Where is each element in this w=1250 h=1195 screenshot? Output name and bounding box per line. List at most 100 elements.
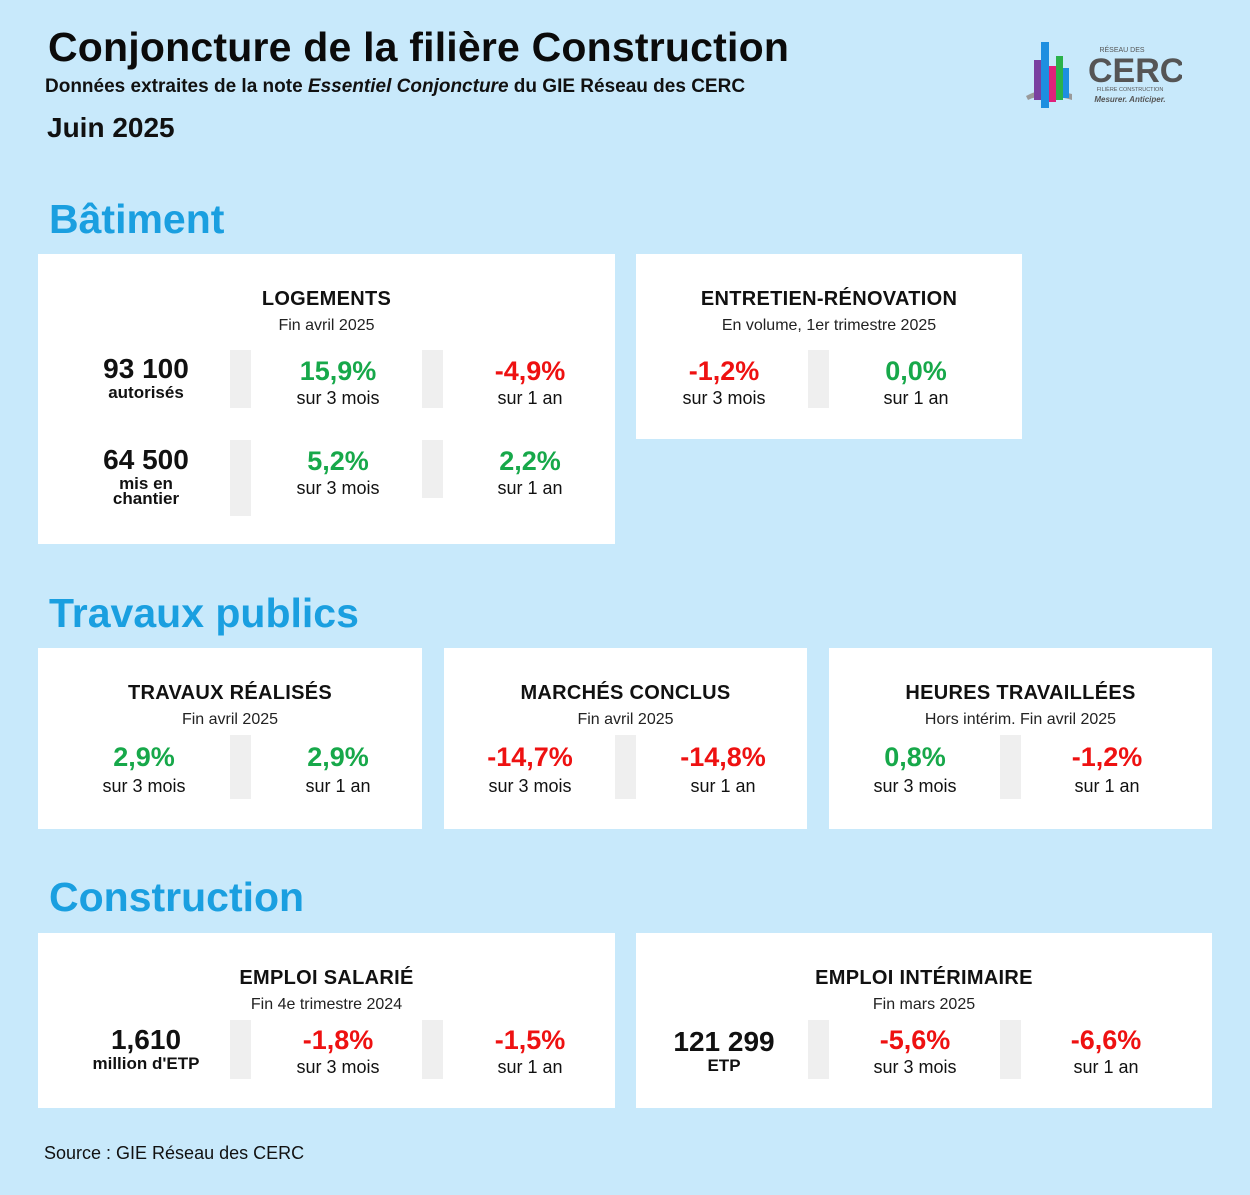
card-travaux-realises: TRAVAUX RÉALISÉS Fin avril 2025 2,9% sur… — [38, 648, 422, 829]
card-title: TRAVAUX RÉALISÉS — [127, 682, 333, 704]
section-title-travaux-publics: Travaux publics — [49, 590, 359, 636]
metric-value: -1,2% — [688, 356, 760, 386]
big-number-unit: million d'ETP — [92, 1054, 200, 1073]
metric-label: sur 1 an — [883, 388, 949, 408]
separator — [230, 1020, 251, 1079]
big-number-unit: autorisés — [108, 383, 184, 402]
metric-value: -1,5% — [494, 1025, 566, 1055]
metric-label: sur 3 mois — [873, 776, 957, 796]
separator — [808, 1020, 829, 1079]
logements-mis-en-chantier: 64 500 mis en chantier — [66, 445, 226, 511]
big-number-unit: ETP — [707, 1056, 741, 1075]
separator — [1000, 735, 1021, 799]
metric-value: 5,2% — [307, 446, 369, 476]
metric-value: 2,2% — [499, 446, 561, 476]
metric-label: sur 1 an — [1073, 1057, 1139, 1077]
card-emploi-salarie: EMPLOI SALARIÉ Fin 4e trimestre 2024 1,6… — [38, 933, 615, 1108]
card-subtitle: Fin avril 2025 — [181, 711, 279, 728]
page-title: Conjoncture de la filière Construction — [48, 24, 790, 70]
section-title-batiment: Bâtiment — [49, 196, 225, 242]
metric-value: -5,6% — [879, 1025, 951, 1055]
card-emploi-interimaire: EMPLOI INTÉRIMAIRE Fin mars 2025 121 299… — [636, 933, 1212, 1108]
logo-tagline-text: Mesurer. Anticiper. — [1094, 95, 1165, 104]
card-title: HEURES TRAVAILLÉES — [905, 682, 1136, 704]
emploi-interim-total: 121 299 ETP — [644, 1027, 804, 1075]
card-logements: LOGEMENTS Fin avril 2025 93 100 autorisé… — [38, 254, 615, 544]
cerc-logo-graphic: RÉSEAU DES CERC FILIÈRE CONSTRUCTION Mes… — [1026, 42, 1184, 108]
big-number: 1,610 — [110, 1024, 182, 1055]
metric-value: -14,8% — [680, 742, 766, 772]
metric-3-months: 15,9% sur 3 mois — [258, 356, 418, 410]
card-title: LOGEMENTS — [261, 288, 392, 310]
card-subtitle: Fin mars 2025 — [872, 996, 976, 1013]
metric-3-months: -5,6% sur 3 mois — [835, 1025, 995, 1079]
card-title: EMPLOI SALARIÉ — [239, 967, 414, 989]
separator — [230, 440, 251, 516]
card-title: ENTRETIEN-RÉNOVATION — [700, 288, 958, 310]
metric-label: sur 3 mois — [296, 1057, 380, 1077]
cerc-logo: RÉSEAU DES CERC FILIÈRE CONSTRUCTION Mes… — [1022, 38, 1184, 114]
section-title-construction: Construction — [49, 874, 305, 920]
card-title: MARCHÉS CONCLUS — [520, 682, 731, 704]
metric-1-year: 0,0% sur 1 an — [836, 356, 996, 410]
big-number-unit-line2: chantier — [112, 489, 180, 508]
metric-1-year: -4,9% sur 1 an — [450, 356, 610, 410]
big-number: 64 500 — [103, 445, 189, 475]
big-number: 93 100 — [103, 353, 189, 384]
metric-label: sur 3 mois — [102, 776, 186, 796]
metric-value: 0,0% — [885, 356, 947, 386]
metric-value: 0,8% — [884, 742, 946, 772]
metric-3-months: -1,8% sur 3 mois — [258, 1025, 418, 1079]
card-title: EMPLOI INTÉRIMAIRE — [815, 967, 1033, 989]
metric-value: 2,9% — [113, 742, 175, 772]
metric-label: sur 1 an — [1074, 776, 1140, 796]
metric-label: sur 1 an — [690, 776, 756, 796]
separator — [230, 350, 251, 408]
report-date: Juin 2025 — [47, 112, 175, 143]
metric-label: sur 1 an — [305, 776, 371, 796]
logements-autorises: 93 100 autorisés — [66, 354, 226, 402]
metric-value: -1,8% — [302, 1025, 374, 1055]
metric-3-months: 2,9% sur 3 mois — [64, 742, 224, 798]
card-subtitle: Hors intérim. Fin avril 2025 — [924, 711, 1117, 728]
metric-1-year: -1,5% sur 1 an — [450, 1025, 610, 1079]
metric-1-year: -14,8% sur 1 an — [643, 742, 803, 798]
logo-line-text: FILIÈRE CONSTRUCTION — [1097, 86, 1164, 93]
separator — [615, 735, 636, 799]
metric-value: -6,6% — [1070, 1025, 1142, 1055]
card-marches-conclus: MARCHÉS CONCLUS Fin avril 2025 -14,7% su… — [444, 648, 807, 829]
metric-3-months: 0,8% sur 3 mois — [835, 742, 995, 798]
logo-top-text: RÉSEAU DES — [1099, 45, 1144, 54]
big-number: 121 299 — [673, 1026, 775, 1057]
page-subtitle: Données extraites de la note Essentiel C… — [45, 76, 745, 98]
source-note: Source : GIE Réseau des CERC — [44, 1143, 305, 1163]
metric-label: sur 3 mois — [488, 776, 572, 796]
metric-1-year: -6,6% sur 1 an — [1026, 1025, 1186, 1079]
metric-label: sur 1 an — [497, 1057, 563, 1077]
subtitle-prefix: Données extraites de la note — [45, 76, 308, 97]
separator — [1000, 1020, 1021, 1079]
metric-value: 15,9% — [299, 356, 377, 386]
card-subtitle: Fin avril 2025 — [577, 711, 674, 728]
metric-1-year: 2,9% sur 1 an — [258, 742, 418, 798]
metric-value: -1,2% — [1071, 742, 1143, 772]
big-number-unit-line1: mis en — [119, 474, 173, 493]
logo-name-text: CERC — [1088, 52, 1182, 90]
metric-label: sur 3 mois — [682, 388, 766, 408]
card-subtitle: Fin 4e trimestre 2024 — [250, 996, 403, 1013]
separator — [230, 735, 251, 799]
metric-label: sur 3 mois — [296, 478, 380, 498]
separator — [808, 350, 829, 408]
metric-label: sur 1 an — [497, 388, 563, 408]
metric-label: sur 3 mois — [296, 388, 380, 408]
metric-value: -14,7% — [487, 742, 573, 772]
separator — [422, 1020, 443, 1079]
metric-label: sur 3 mois — [873, 1057, 957, 1077]
separator — [422, 440, 443, 498]
metric-label: sur 1 an — [497, 478, 563, 498]
card-subtitle: Fin avril 2025 — [278, 317, 375, 334]
subtitle-suffix: du GIE Réseau des CERC — [508, 76, 746, 97]
emploi-salarie-total: 1,610 million d'ETP — [66, 1025, 226, 1073]
metric-value: -4,9% — [494, 356, 566, 386]
metric-1-year: -1,2% sur 1 an — [1027, 742, 1187, 798]
